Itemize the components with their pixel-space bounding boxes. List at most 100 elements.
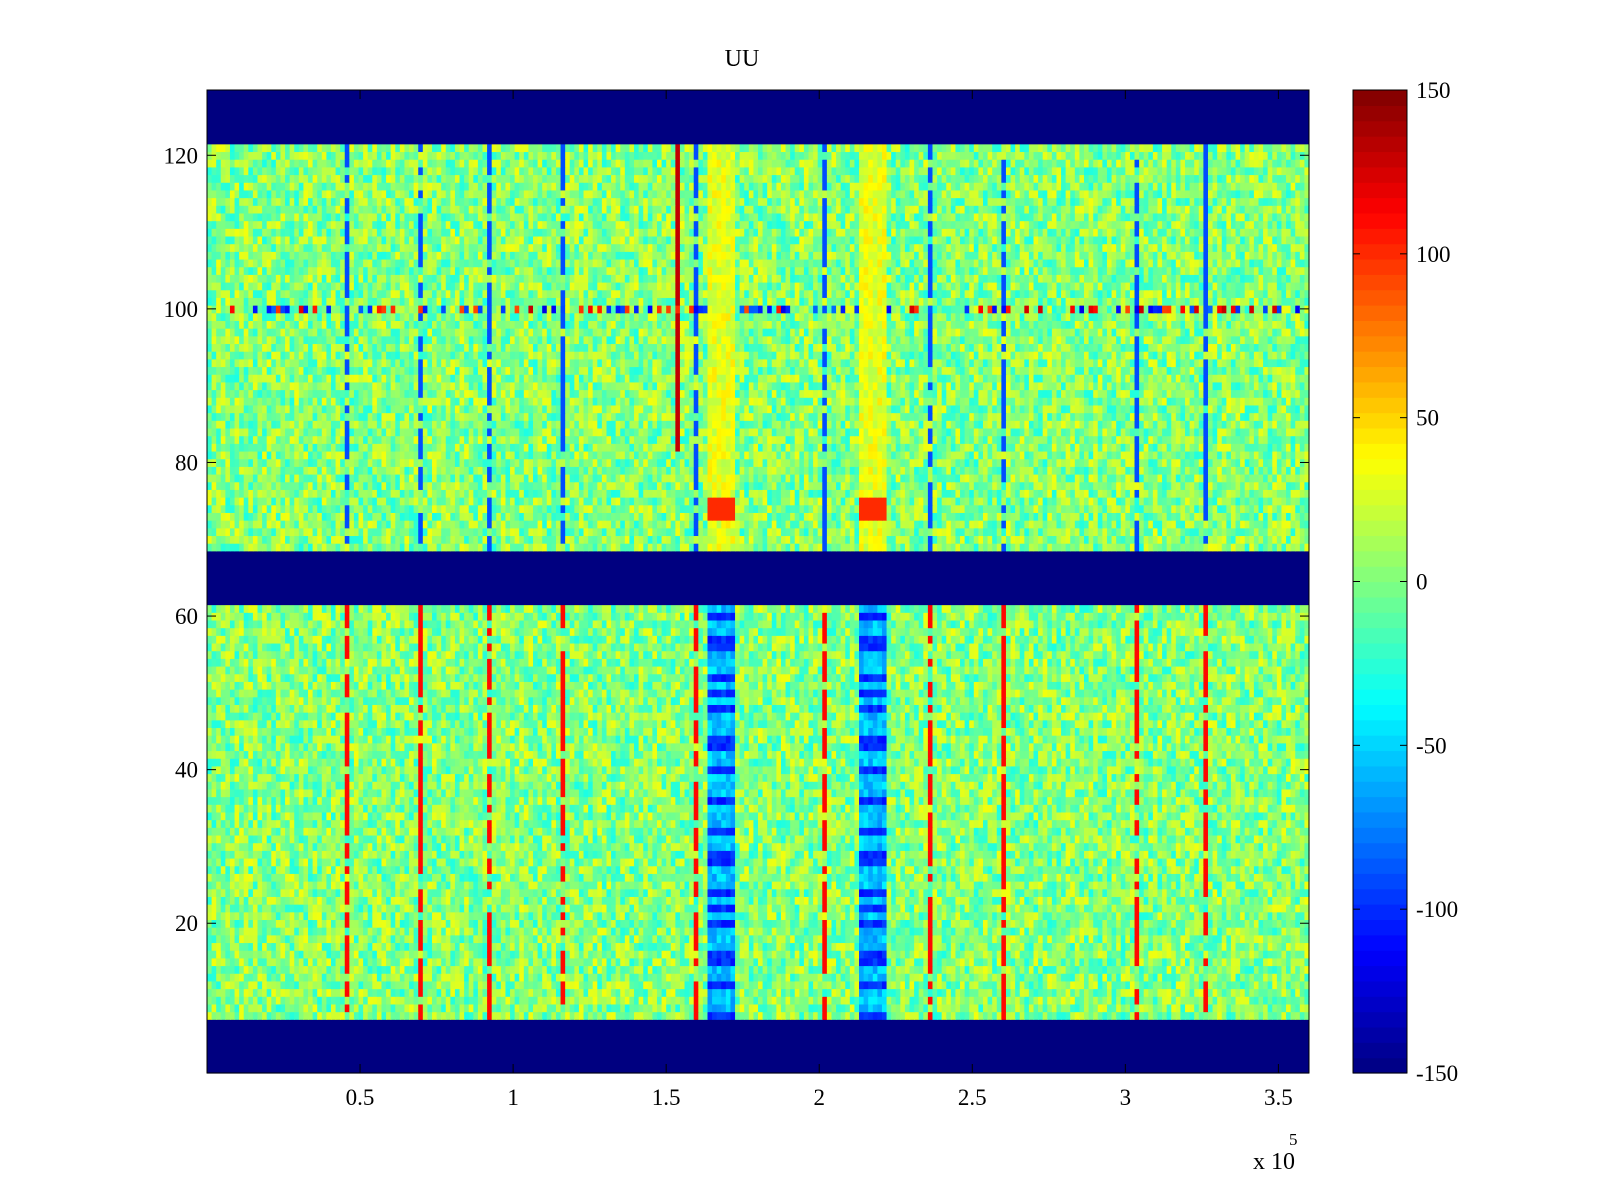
heatmap-cell <box>574 927 580 936</box>
heatmap-cell <box>987 857 993 867</box>
heatmap-cell <box>1102 980 1108 990</box>
heatmap-cell <box>1116 934 1122 944</box>
heatmap-cell <box>413 904 419 913</box>
heatmap-cell <box>744 950 750 959</box>
heatmap-cell <box>344 980 350 990</box>
heatmap-cell <box>1290 1003 1296 1013</box>
heatmap-cell <box>431 996 438 1005</box>
heatmap-cell <box>1038 865 1044 874</box>
heatmap-cell <box>1152 1003 1159 1013</box>
heatmap-cell <box>542 965 548 974</box>
heatmap-cell <box>881 973 888 982</box>
heatmap-cell <box>551 911 557 921</box>
heatmap-cell <box>992 927 998 936</box>
heatmap-cell <box>303 950 309 959</box>
heatmap-cell <box>500 873 507 882</box>
heatmap-cell <box>973 980 979 990</box>
heatmap-cell <box>418 873 424 882</box>
heatmap-cell <box>367 988 373 997</box>
heatmap-cell <box>702 881 709 890</box>
heatmap-cell <box>1263 942 1269 951</box>
heatmap-cell <box>808 919 814 928</box>
heatmap-cell <box>523 888 530 897</box>
heatmap-cell <box>730 973 736 982</box>
heatmap-cell <box>895 980 901 990</box>
heatmap-cell <box>904 873 911 882</box>
heatmap-cell <box>211 957 217 967</box>
heatmap-cell <box>454 965 461 974</box>
heatmap-cell <box>491 980 497 990</box>
heatmap-cell <box>817 873 823 882</box>
heatmap-cell <box>840 950 846 959</box>
heatmap-cell <box>909 973 915 982</box>
heatmap-cell <box>638 942 644 951</box>
heatmap-cell <box>376 881 383 890</box>
heatmap-cell <box>1106 873 1113 882</box>
heatmap-cell <box>776 965 782 974</box>
heatmap-cell <box>1152 980 1159 990</box>
heatmap-cell <box>519 865 525 874</box>
heatmap-cell <box>381 980 387 990</box>
heatmap-cell <box>340 950 346 959</box>
heatmap-cell <box>409 865 415 874</box>
heatmap-cell <box>1217 911 1223 921</box>
heatmap-cell <box>872 996 878 1005</box>
heatmap-cell <box>606 942 612 951</box>
heatmap-cell <box>661 857 667 867</box>
heatmap-cell <box>601 957 608 967</box>
heatmap-cell <box>840 919 846 928</box>
heatmap-cell <box>225 873 231 882</box>
heatmap-cell <box>533 896 539 905</box>
heatmap-cell <box>973 1003 979 1013</box>
heatmap-cell <box>1295 957 1301 967</box>
heatmap-cell <box>606 957 612 967</box>
heatmap-cell <box>399 896 406 905</box>
heatmap-cell <box>859 988 865 997</box>
heatmap-cell <box>340 957 346 967</box>
heatmap-cell <box>721 957 727 967</box>
heatmap-cell <box>1010 919 1016 928</box>
heatmap-cell <box>932 865 938 874</box>
heatmap-cell <box>555 888 562 897</box>
heatmap-cell <box>1051 888 1058 897</box>
heatmap-cell <box>932 888 938 897</box>
heatmap-cell <box>560 942 566 951</box>
heatmap-cell <box>684 904 690 913</box>
heatmap-cell <box>762 896 768 905</box>
heatmap-cell <box>468 904 474 913</box>
heatmap-cell <box>413 857 419 867</box>
heatmap-cell <box>239 888 245 897</box>
heatmap-cell <box>308 965 314 974</box>
heatmap-cell <box>1097 980 1103 990</box>
heatmap-cell <box>257 996 263 1005</box>
heatmap-cell <box>381 988 387 997</box>
heatmap-cell <box>1125 965 1131 974</box>
heatmap-cell <box>652 980 658 990</box>
heatmap-cell <box>528 950 534 959</box>
heatmap-cell <box>1295 934 1301 944</box>
heatmap-cell <box>528 911 534 921</box>
heatmap-cell <box>927 973 934 982</box>
heatmap-cell <box>992 896 998 905</box>
heatmap-cell <box>436 934 442 944</box>
heatmap-cell <box>845 919 851 928</box>
heatmap-cell <box>900 896 906 905</box>
heatmap-cell <box>574 950 580 959</box>
heatmap-cell <box>992 865 998 874</box>
heatmap-cell <box>441 942 447 951</box>
heatmap-cell <box>597 873 603 882</box>
heatmap-cell <box>735 1011 741 1020</box>
heatmap-cell <box>661 1003 667 1013</box>
heatmap-cell <box>670 957 676 967</box>
heatmap-cell <box>1194 988 1200 997</box>
heatmap-cell <box>859 965 865 974</box>
heatmap-cell <box>574 857 580 867</box>
heatmap-cell <box>275 881 282 890</box>
heatmap-cell <box>289 881 295 890</box>
heatmap-cell <box>1056 973 1062 982</box>
heatmap-cell <box>243 973 249 982</box>
heatmap-cell <box>831 934 837 944</box>
heatmap-cell <box>987 1003 993 1013</box>
heatmap-cell <box>679 904 686 913</box>
heatmap-cell <box>693 927 699 936</box>
